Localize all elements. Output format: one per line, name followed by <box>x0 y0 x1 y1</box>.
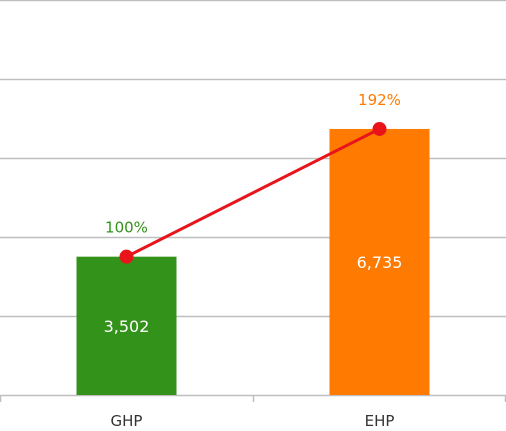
ratio-line <box>125 127 381 259</box>
bar-value-labels: 3,502 6,735 <box>104 253 403 336</box>
ratio-point <box>372 121 387 136</box>
bar-ghp <box>76 256 177 395</box>
ratio-point <box>119 249 134 264</box>
ratio-line-series <box>119 121 387 264</box>
bar-ehp <box>329 128 430 395</box>
ratio-label: 100% <box>105 219 148 237</box>
bar-value-label: 6,735 <box>357 253 403 272</box>
bar-series <box>76 128 430 395</box>
category-labels: GHP EHP <box>111 412 395 430</box>
ratio-labels: 100% 192% <box>105 91 401 237</box>
ratio-label: 192% <box>358 91 401 109</box>
category-label: GHP <box>111 412 143 430</box>
x-axis <box>0 394 506 402</box>
gridlines <box>0 0 506 318</box>
category-label: EHP <box>365 412 395 430</box>
bar-value-label: 3,502 <box>104 317 150 336</box>
